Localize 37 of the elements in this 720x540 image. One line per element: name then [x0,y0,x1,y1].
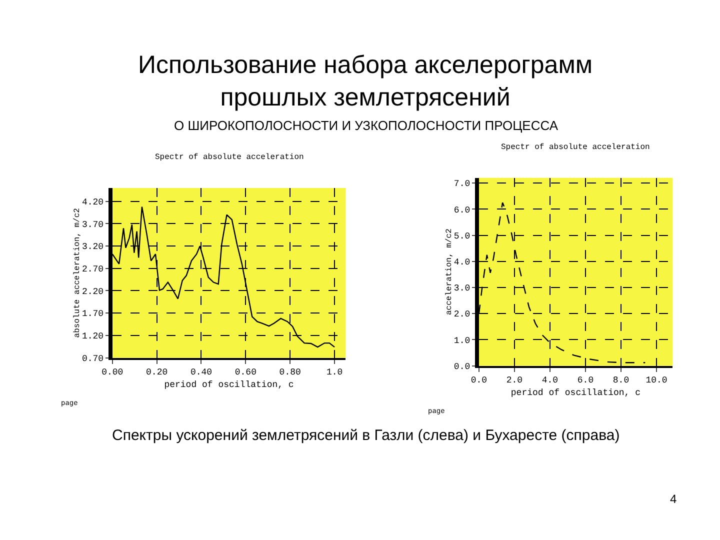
x-tick-label: 0.20 [146,368,168,378]
x-tick-label: 0.80 [279,368,301,378]
y-tick-label: 3.0 [454,284,470,294]
text: Использование набора акселерограмм прошлых землетрясений [138,51,593,112]
x-tick-label: 0.40 [190,368,212,378]
x-tick-label: 1.0 [326,368,343,378]
y-axis-title: acceleration, m/c2 [444,228,454,316]
y-tick-label: 2.70 [82,264,104,275]
x-axis-title: period of oscillation, c [164,380,294,390]
y-tick-label: 5.0 [454,231,470,242]
y-tick-label: 4.0 [454,258,470,268]
x-tick-label: 4.0 [542,376,558,386]
text: Спектры ускорений землетрясений в Газли (слева) и Бухаресте (справа) [112,427,620,444]
x-tick-label: 8.0 [612,376,630,386]
y-tick-label: 1.70 [82,309,104,320]
y-axis-title: absolute acceleration, m/c2 [72,208,82,338]
x-tick-label: 0.00 [102,368,124,378]
y-tick-label: 0.70 [82,354,104,364]
y-tick-label: 3.70 [82,220,104,230]
y-tick-label: 7.0 [454,179,470,190]
text: О ШИРОКОПОЛОСНОСТИ И УЗКОПОЛОСНОСТИ ПРОЦЕССА [174,118,558,133]
y-tick-label: 1.20 [82,332,104,342]
y-tick-label: 3.20 [82,242,104,252]
chart-title: Spectr of absolute acceleration [501,143,650,152]
y-tick-label: 4.20 [82,198,104,208]
text: 4 [670,492,677,506]
x-tick-label: 2.0 [506,376,523,386]
y-tick-label: 2.20 [82,286,104,297]
x-tick-label: 6.0 [577,376,594,386]
x-tick-label: 10.0 [646,376,668,386]
y-tick-label: 2.0 [454,310,470,320]
x-tick-label: 0.0 [470,376,488,386]
x-axis-title: period of oscillation, c [510,388,641,398]
y-tick-label: 1.0 [454,336,470,346]
chart-title: Spectr of absolute acceleration [155,153,304,162]
x-tick-label: 0.60 [234,368,256,378]
y-tick-label: 6.0 [454,205,470,216]
